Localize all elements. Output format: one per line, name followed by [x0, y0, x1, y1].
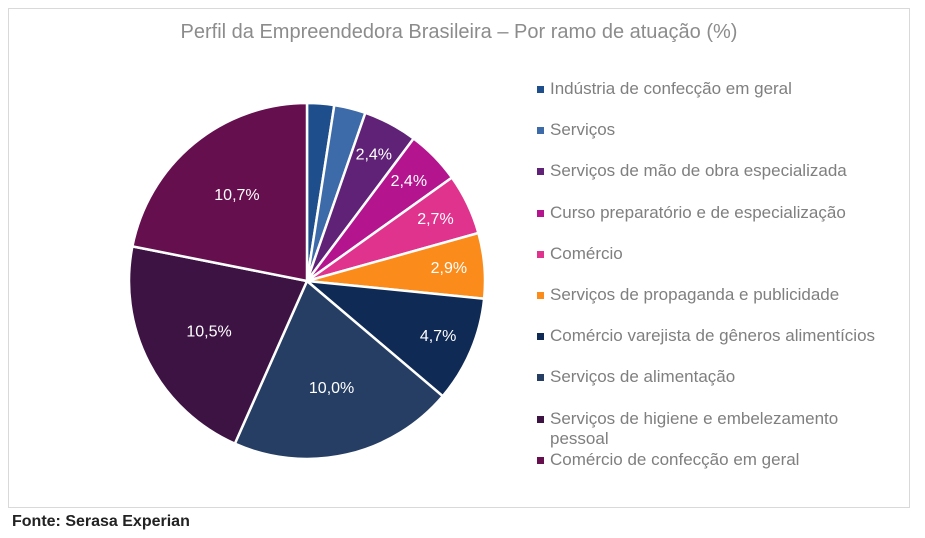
legend-swatch: [537, 374, 544, 381]
pie-slice: [127, 244, 309, 446]
legend-swatch: [537, 292, 544, 299]
legend-label: Serviços de mão de obra especializada: [550, 161, 847, 180]
legend-item: Serviços: [537, 120, 900, 140]
slice-data-label: 10,5%: [186, 323, 231, 340]
legend-label: Comércio varejista de gêneros alimentíci…: [550, 326, 876, 345]
source-note: Fonte: Serasa Experian: [12, 513, 190, 530]
legend-swatch: [537, 416, 544, 423]
legend-label: Indústria de confecção em geral: [550, 79, 792, 98]
chart-title: Perfil da Empreendedora Brasileira – Por…: [180, 21, 738, 43]
legend-label: Serviços de propaganda e publicidade: [550, 285, 840, 304]
legend-item: Comércio: [537, 244, 900, 264]
legend-item: Comércio varejista de gêneros alimentíci…: [537, 326, 900, 346]
chart-frame: Perfil da Empreendedora Brasileira – Por…: [8, 8, 910, 508]
slice-data-label: 10,7%: [214, 187, 259, 204]
legend-item: Serviços de mão de obra especializada: [537, 161, 900, 181]
legend-label: Serviços: [550, 120, 616, 139]
legend-item: Serviços de propaganda e publicidade: [537, 285, 900, 305]
legend-swatch: [537, 333, 544, 340]
slice-data-label: 2,4%: [356, 147, 392, 164]
slice-data-label: 10,0%: [309, 380, 354, 397]
pie-slice: [233, 278, 445, 461]
slice-data-label: 2,9%: [431, 260, 467, 277]
legend-label: Comércio: [550, 244, 623, 263]
legend-swatch: [537, 210, 544, 217]
legend-label: Serviços de higiene e embelezamento pess…: [550, 409, 839, 448]
legend-item: Comércio de confecção em geral: [537, 450, 900, 470]
legend-item: Indústria de confecção em geral: [537, 79, 900, 99]
slice-data-label: 2,4%: [391, 173, 427, 190]
slice-data-label: 4,7%: [420, 328, 456, 345]
legend-item: Serviços de alimentação: [537, 367, 900, 387]
slice-data-label: 2,7%: [417, 211, 453, 228]
legend-label: Comércio de confecção em geral: [550, 450, 800, 469]
legend-swatch: [537, 127, 544, 134]
pie-slice: [303, 279, 486, 398]
pie-slice: [130, 101, 309, 283]
pie-chart: 2,4% 2,4% 2,7% 2,9% 4,7% 10,0% 10,5% 10,7%: [127, 101, 487, 461]
legend-swatch: [537, 251, 544, 258]
legend-swatch: [537, 457, 544, 464]
legend-label: Curso preparatório e de especialização: [550, 203, 846, 222]
legend-label: Serviços de alimentação: [550, 367, 736, 386]
legend-item: Curso preparatório e de especialização: [537, 203, 900, 223]
legend-swatch: [537, 168, 544, 175]
legend-item: Serviços de higiene e embelezamento pess…: [537, 409, 900, 449]
legend-swatch: [537, 86, 544, 93]
